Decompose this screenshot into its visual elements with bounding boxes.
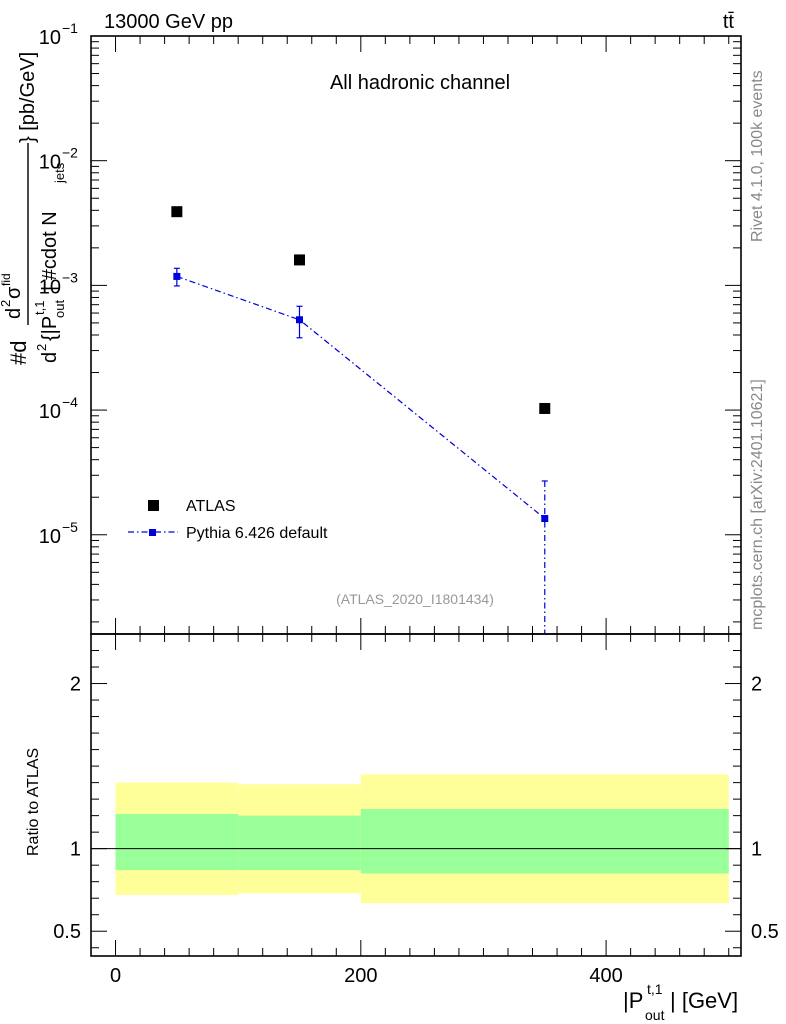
atlas-point-1 — [293, 254, 305, 266]
main-ytick-label-exp: −4 — [62, 394, 78, 410]
ratio-ytick-label-right: 2 — [751, 674, 762, 696]
ratio-ytick-label-right: 1 — [751, 839, 762, 861]
main-title: All hadronic channel — [330, 72, 510, 94]
atlas-point-0 — [171, 206, 183, 218]
main-ytick-label-base: 10 — [39, 401, 61, 423]
legend-marker-mc — [149, 529, 156, 536]
ylabel-sigma: σ — [3, 286, 25, 299]
ratio-y-axis-label: Ratio to ATLAS — [25, 748, 42, 856]
ratio-ytick-label-left: 0.5 — [53, 921, 81, 943]
main-ytick-label-exp: −5 — [62, 519, 78, 535]
mc-point-1 — [295, 316, 303, 324]
main-y-axis-label: #d d 2 σ fid d 2 {|P t,1 out | #cdot N j… — [0, 52, 67, 365]
x-tick-label: 0 — [110, 965, 121, 987]
ratio-ytick-label-left: 2 — [70, 674, 81, 696]
process-label: tt̄ — [723, 11, 735, 33]
mc-line — [176, 275, 546, 519]
rivet-label: Rivet 4.1.0, 100k events — [749, 70, 766, 242]
ylabel-fid: fid — [0, 273, 13, 286]
collision-label: 13000 GeV pp — [104, 11, 233, 33]
mc-series — [173, 267, 549, 634]
main-ytick-label-base: 10 — [39, 276, 61, 298]
ratio-inner-band-bin-1 — [238, 815, 361, 871]
ylabel-units: } [pb/GeV] — [17, 52, 39, 143]
xlabel-sub: out — [645, 1007, 665, 1023]
ylabel-p-sub: out — [52, 300, 67, 318]
ylabel-jets-sub: jets — [52, 162, 67, 184]
main-ytick-label-exp: −1 — [62, 20, 78, 36]
main-ytick-label-exp: −2 — [62, 145, 78, 161]
main-frame — [90, 35, 742, 635]
mc-point-2 — [541, 515, 549, 523]
ratio-inner-band-bin-0 — [115, 813, 239, 871]
x-axis-label: |P t,1 out | [GeV] — [623, 981, 738, 1023]
ylabel-cdot: | #cdot N — [39, 211, 61, 291]
main-ytick-label-base: 10 — [39, 526, 61, 548]
ratio-frame — [90, 633, 742, 957]
main-ytick-label-exp: −3 — [62, 269, 78, 285]
ratio-inner-band-bin-2 — [360, 809, 729, 874]
ylabel-denominator-d: d — [39, 352, 61, 363]
atlas-point-2 — [539, 402, 551, 414]
legend: ATLAS Pythia 6.426 default — [128, 498, 328, 542]
ylabel-p-open: {|P — [39, 316, 61, 341]
legend-label-mc: Pythia 6.426 default — [186, 525, 328, 542]
ratio-bands — [115, 774, 729, 904]
xlabel-p: |P — [623, 988, 643, 1013]
ratio-ytick-label-left: 1 — [70, 839, 81, 861]
ylabel-denominator-sup: 2 — [34, 344, 49, 351]
ratio-ytick-label-right: 0.5 — [751, 921, 779, 943]
x-tick-label: 200 — [344, 965, 377, 987]
legend-label-atlas: ATLAS — [186, 498, 236, 515]
legend-marker-atlas — [148, 500, 159, 511]
ylabel-numerator-sup: 2 — [0, 300, 13, 307]
ylabel-p-sup: t,1 — [32, 301, 47, 315]
main-ytick-label-base: 10 — [39, 152, 61, 174]
mcplots-label: mcplots.cern.ch [arXiv:2401.10621] — [749, 379, 766, 630]
ylabel-numerator-hash: #d — [6, 341, 31, 365]
xlabel-units: | [GeV] — [670, 988, 738, 1013]
x-tick-label: 400 — [589, 965, 622, 987]
ylabel-numerator-d: d — [3, 308, 25, 319]
data-series — [171, 206, 551, 414]
mc-point-0 — [173, 272, 181, 280]
xlabel-sup: t,1 — [647, 981, 663, 997]
analysis-annotation: (ATLAS_2020_I1801434) — [336, 591, 494, 607]
main-ytick-label-base: 10 — [39, 27, 61, 49]
